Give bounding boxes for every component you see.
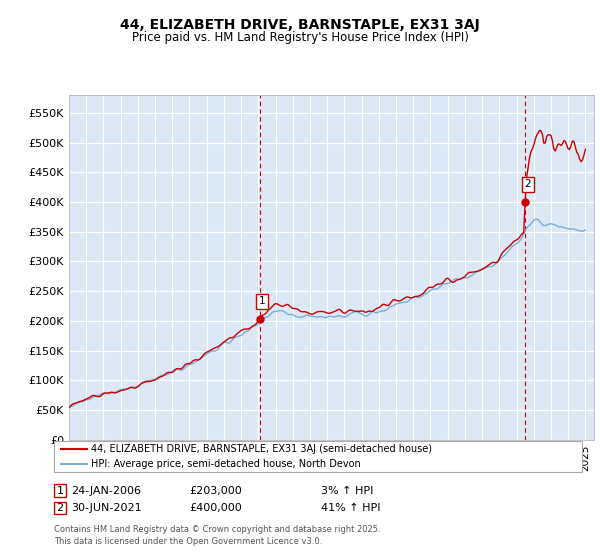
Text: 44, ELIZABETH DRIVE, BARNSTAPLE, EX31 3AJ (semi-detached house): 44, ELIZABETH DRIVE, BARNSTAPLE, EX31 3A… [91,444,432,454]
Text: 3% ↑ HPI: 3% ↑ HPI [321,486,373,496]
Text: 2: 2 [56,503,64,513]
Text: HPI: Average price, semi-detached house, North Devon: HPI: Average price, semi-detached house,… [91,459,361,469]
Text: 2: 2 [524,179,531,189]
Text: Contains HM Land Registry data © Crown copyright and database right 2025.
This d: Contains HM Land Registry data © Crown c… [54,525,380,546]
Text: 30-JUN-2021: 30-JUN-2021 [71,503,142,513]
Text: 1: 1 [56,486,64,496]
Text: 1: 1 [259,296,265,306]
Text: Price paid vs. HM Land Registry's House Price Index (HPI): Price paid vs. HM Land Registry's House … [131,31,469,44]
Text: 24-JAN-2006: 24-JAN-2006 [71,486,141,496]
Text: 41% ↑ HPI: 41% ↑ HPI [321,503,380,513]
Text: 44, ELIZABETH DRIVE, BARNSTAPLE, EX31 3AJ: 44, ELIZABETH DRIVE, BARNSTAPLE, EX31 3A… [120,18,480,32]
Text: £203,000: £203,000 [189,486,242,496]
Text: £400,000: £400,000 [189,503,242,513]
